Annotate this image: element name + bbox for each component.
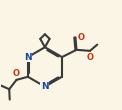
Text: O: O <box>13 69 20 78</box>
Text: N: N <box>41 82 49 91</box>
Text: O: O <box>86 53 93 62</box>
Text: N: N <box>24 53 32 62</box>
Text: O: O <box>77 33 84 42</box>
